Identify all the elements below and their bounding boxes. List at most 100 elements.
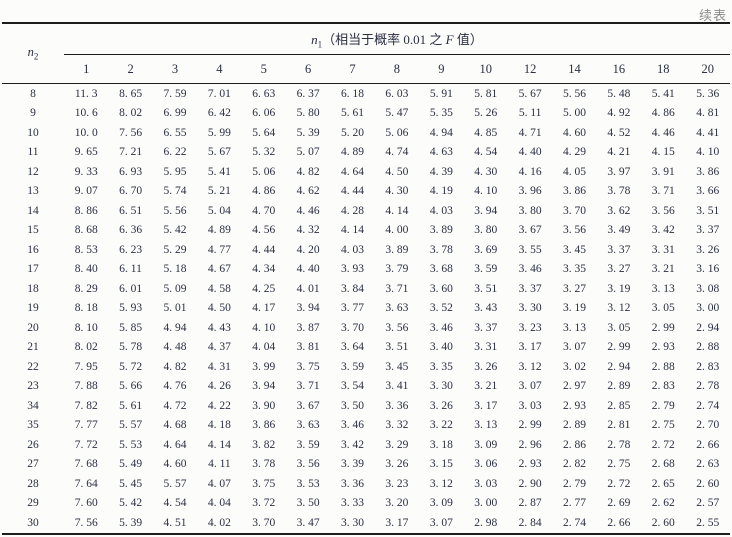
table-cell: 2. 89 xyxy=(562,419,586,432)
table-row: 17 8. 40 6. 11 5. 18 4. 67 4. 34 4. 40 3. 93 3. … xyxy=(2,260,730,280)
table-cell: 4. 54 xyxy=(474,146,498,159)
table-cell: 3. 70 xyxy=(341,321,365,334)
row-header-n2: 20 xyxy=(27,321,39,334)
table-row: 10 10. 0 7. 56 6. 55 5. 99 5. 64 5. 39 5. 20 5. … xyxy=(2,123,730,143)
table-cell: 9. 65 xyxy=(74,146,98,159)
table-cell: 3. 56 xyxy=(562,224,586,237)
table-cell: 7. 21 xyxy=(119,146,143,159)
table-cell: 3. 37 xyxy=(474,321,498,334)
table-cell: 4. 60 xyxy=(562,126,586,139)
table-cell: 4. 40 xyxy=(518,146,542,159)
table-cell: 8. 18 xyxy=(74,302,98,315)
table-cell: 4. 50 xyxy=(207,302,231,315)
table-cell: 3. 94 xyxy=(474,204,498,217)
table-cell: 2. 79 xyxy=(562,477,586,490)
table-cell: 4. 56 xyxy=(252,224,276,237)
table-cell: 4. 14 xyxy=(341,224,365,237)
table-row: 18 8. 29 6. 01 5. 09 4. 58 4. 25 4. 01 3. 84 3. … xyxy=(2,279,730,299)
table-cell: 3. 70 xyxy=(241,513,286,535)
table-cell: 3. 03 xyxy=(474,477,498,490)
table-cell: 2. 93 xyxy=(518,458,542,471)
table-cell: 3. 80 xyxy=(518,204,542,217)
row-header-n2: 29 xyxy=(27,497,39,510)
table-cell: 4. 50 xyxy=(385,165,409,178)
table-cell: 4. 86 xyxy=(651,107,675,120)
n2-symbol: n xyxy=(27,45,34,60)
row-header-n2: 30 xyxy=(2,513,64,535)
table-row: 34 7. 82 5. 61 4. 72 4. 22 3. 90 3. 67 3. 50 3. … xyxy=(2,396,730,416)
table-row: 15 8. 68 6. 36 5. 42 4. 89 4. 56 4. 32 4. 14 4. … xyxy=(2,221,730,241)
table-cell: 2. 93 xyxy=(562,399,586,412)
table-cell: 3. 21 xyxy=(474,380,498,393)
table-cell: 5. 42 xyxy=(119,497,143,510)
table-cell: 4. 60 xyxy=(163,458,187,471)
table-cell: 2. 94 xyxy=(696,321,720,334)
table-cell: 3. 93 xyxy=(341,263,365,276)
table-cell: 5. 72 xyxy=(119,360,143,373)
table-cell: 3. 59 xyxy=(474,263,498,276)
table-cell: 3. 75 xyxy=(252,477,276,490)
table-cell: 3. 86 xyxy=(562,185,586,198)
table-cell: 4. 05 xyxy=(562,165,586,178)
table-cell: 4. 17 xyxy=(252,302,276,315)
table-cell: 3. 89 xyxy=(429,224,453,237)
table-cell: 3. 37 xyxy=(607,243,631,256)
table-cell: 4. 03 xyxy=(341,243,365,256)
table-cell: 3. 59 xyxy=(296,438,320,451)
table-cell: 5. 81 xyxy=(474,87,498,100)
row-header-n2: 10 xyxy=(27,126,39,139)
table-cell: 3. 39 xyxy=(341,458,365,471)
col-header: 14 xyxy=(552,54,597,84)
table-cell: 5. 93 xyxy=(119,302,143,315)
table-cell: 8. 53 xyxy=(74,243,98,256)
table-cell: 3. 46 xyxy=(429,321,453,334)
table-cell: 3. 17 xyxy=(374,513,420,535)
table-cell: 5. 85 xyxy=(119,321,143,334)
table-cell: 3. 96 xyxy=(518,185,542,198)
table-cell: 6. 36 xyxy=(119,224,143,237)
table-cell: 9. 07 xyxy=(74,185,98,198)
table-cell: 4. 11 xyxy=(208,458,231,471)
col-header: 9 xyxy=(419,54,464,84)
table-cell: 2. 99 xyxy=(651,321,675,334)
table-cell: 5. 21 xyxy=(207,185,231,198)
table-cell: 6. 18 xyxy=(341,87,365,100)
row-header-n2: 17 xyxy=(27,263,39,276)
table-cell: 3. 00 xyxy=(474,497,498,510)
table-cell: 4. 04 xyxy=(252,341,276,354)
table-cell: 2. 60 xyxy=(641,513,686,535)
table-cell: 3. 02 xyxy=(562,360,586,373)
table-cell: 3. 72 xyxy=(252,497,276,510)
table-cell: 3. 07 xyxy=(562,341,586,354)
table-cell: 3. 51 xyxy=(696,204,720,217)
table-cell: 3. 13 xyxy=(562,321,586,334)
table-cell: 6. 11 xyxy=(119,263,142,276)
table-cell: 5. 66 xyxy=(119,380,143,393)
table-cell: 6. 93 xyxy=(119,165,143,178)
table-cell: 2. 69 xyxy=(607,497,631,510)
table-cell: 4. 48 xyxy=(163,341,187,354)
table-cell: 6. 22 xyxy=(163,146,187,159)
row-header-n2: 21 xyxy=(27,341,39,354)
table-cell: 3. 84 xyxy=(341,282,365,295)
table-cell: 2. 89 xyxy=(607,380,631,393)
table-cell: 5. 07 xyxy=(296,146,320,159)
table-cell: 7. 56 xyxy=(119,126,143,139)
table-cell: 5. 74 xyxy=(163,185,187,198)
table-cell: 4. 03 xyxy=(429,204,453,217)
table-cell: 3. 70 xyxy=(562,204,586,217)
table-cell: 3. 05 xyxy=(651,302,675,315)
table-cell: 2. 84 xyxy=(507,513,553,535)
table-cell: 5. 18 xyxy=(163,263,187,276)
table-row: 14 8. 86 6. 51 5. 56 5. 04 4. 70 4. 46 4. 28 4. … xyxy=(2,201,730,221)
table-cell: 3. 17 xyxy=(474,399,498,412)
table-cell: 3. 80 xyxy=(474,224,498,237)
table-row: 30 7. 56 5. 39 4. 51 4. 02 3. 70 3. 47 3. 30 3. … xyxy=(2,513,730,535)
col-header: 10 xyxy=(463,54,508,84)
table-cell: 3. 12 xyxy=(607,302,631,315)
table-cell: 5. 36 xyxy=(696,87,720,100)
table-cell: 3. 18 xyxy=(429,438,453,451)
table-cell: 3. 26 xyxy=(474,360,498,373)
continued-table-label: 续表 xyxy=(698,8,727,23)
table-cell: 11. 3 xyxy=(74,87,98,100)
